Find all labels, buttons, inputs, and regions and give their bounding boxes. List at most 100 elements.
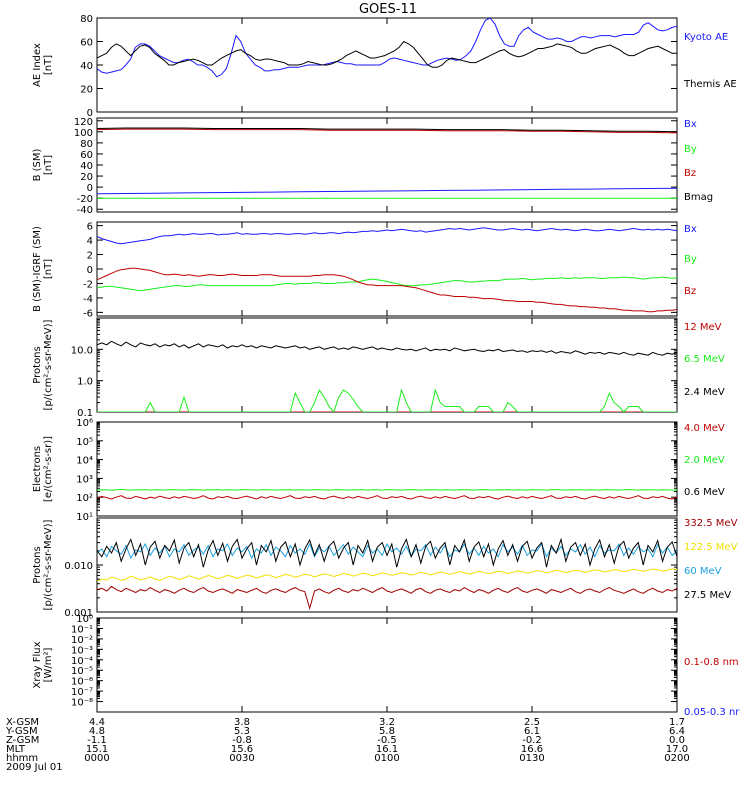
y-tick-label: 10⁻⁶	[71, 677, 93, 688]
y-tick-label: 10.0	[71, 345, 93, 356]
series-line-27-5-mev	[97, 537, 677, 568]
x-row-label: MLT	[6, 744, 26, 755]
y-tick-label: 2	[87, 251, 93, 262]
legend-entry: 122.5 MeV	[684, 542, 738, 553]
y-tick-label: 6	[87, 222, 93, 233]
y-tick-label: 120	[74, 117, 93, 128]
y-axis-label: Electrons[e/(cm²-s-sr)]	[32, 436, 54, 502]
y-axis-label-line: B (SM)-IGRF (SM)	[32, 226, 43, 312]
x-row-value: 6.1	[524, 726, 540, 737]
y-tick-label: 10⁰	[76, 614, 93, 625]
legend-entry: 27.5 MeV	[684, 590, 731, 601]
y-axis-label-line: [nT]	[43, 155, 54, 175]
x-row-value: 0100	[374, 753, 399, 764]
x-row-value: 1.7	[669, 717, 685, 728]
x-row-value: 0000	[84, 753, 109, 764]
legend-entry: 0.6 MeV	[684, 487, 725, 498]
y-axis-label: B (SM)-IGRF (SM)[nT]	[32, 226, 54, 312]
legend-entry: Bx	[684, 119, 697, 130]
series-line-bx	[97, 187, 677, 195]
y-tick-label: 0	[87, 183, 93, 194]
x-row-value: 0.0	[669, 735, 685, 746]
x-row-value: -0.8	[232, 735, 252, 746]
legend-entry: Bz	[684, 286, 696, 297]
series-line-themis-ae	[97, 40, 677, 68]
y-tick-label: 40	[80, 61, 93, 72]
y-tick-label: -4	[83, 294, 93, 305]
legend-entry: 0.05-0.3 nr	[684, 707, 740, 718]
panel-frame	[96, 17, 678, 113]
panel-frame	[96, 221, 678, 317]
y-tick-label: 60	[80, 38, 93, 49]
x-row-value: 3.2	[379, 717, 395, 728]
panel-6: 0.001 0.010 Protons[p/(cm²-s-sr-MeV)] 332.5…	[32, 517, 738, 619]
y-tick-label: 10³	[76, 474, 93, 485]
x-row-value: 17.0	[666, 744, 688, 755]
series-line-bmag	[97, 127, 677, 133]
series-line-2-4-mev	[97, 340, 677, 356]
legend-entry: 0.1-0.8 nm	[684, 657, 739, 668]
y-tick-label: -20	[77, 194, 93, 205]
y-tick-label: 40	[80, 161, 93, 172]
series-line-bz	[97, 128, 677, 134]
x-row-value: -1.1	[87, 735, 107, 746]
y-tick-label: 10⁻⁷	[71, 687, 93, 698]
legend-entry: Bz	[684, 168, 696, 179]
y-tick-label: 10⁻¹	[71, 624, 93, 635]
y-tick-label: 10⁻²	[71, 635, 93, 646]
x-row-label: hhmm	[6, 753, 38, 764]
series-line-122-5-mev	[97, 568, 677, 582]
x-row-value: 15.1	[86, 744, 108, 755]
y-axis-label-line: Electrons	[32, 446, 43, 492]
y-tick-label: -2	[83, 279, 93, 290]
panel-frame	[96, 617, 678, 713]
x-row-value: 0130	[519, 753, 544, 764]
panel-3: -6 -4 -2 0 2 4 6 B (SM)-IGRF (SM)[nT] Bx By Bz	[32, 221, 697, 319]
legend-entry: 12 MeV	[684, 322, 722, 333]
legend-entry: 60 MeV	[684, 566, 722, 577]
legend-entry: Themis AE	[683, 79, 737, 90]
y-tick-label: 10⁴	[76, 456, 93, 467]
x-row-value: 0030	[229, 753, 254, 764]
y-tick-label: 10²	[76, 493, 93, 504]
y-axis-label-line: [e/(cm²-s-sr)]	[43, 436, 54, 502]
legend-entry: By	[684, 144, 697, 155]
x-row-value: -0.5	[377, 735, 397, 746]
y-tick-label: 0	[87, 108, 93, 119]
x-row-value: 16.1	[376, 744, 398, 755]
x-row-value: 4.8	[89, 726, 105, 737]
x-row-value: 4.4	[89, 717, 105, 728]
x-row-value: 16.6	[521, 744, 543, 755]
panel-1: 0 20 40 60 80 AE Index[nT] Kyoto AE Themis AE	[32, 14, 737, 119]
y-axis-label-line: B (SM)	[32, 148, 43, 181]
y-tick-label: 10⁻⁴	[71, 656, 93, 667]
date-label: 2009 Jul 01	[6, 762, 63, 773]
legend-entry: 6.5 MeV	[684, 354, 725, 365]
x-axis-labels: X-GSM 4.4 3.8 3.2 2.5 1.7 Y-GSM 4.8 5.3 5.8 6.1 6.4…	[5, 717, 690, 773]
series-line-332-5-mev	[97, 585, 677, 611]
y-axis-label-line: AE Index	[32, 43, 43, 87]
y-tick-label: -6	[83, 308, 93, 319]
y-axis-label: AE Index[nT]	[32, 43, 54, 87]
y-tick-label: 60	[80, 150, 93, 161]
y-tick-label: 0.001	[64, 608, 93, 619]
x-row-label: Z-GSM	[6, 735, 39, 746]
y-tick-label: 0	[87, 265, 93, 276]
series-line-4-0-mev	[97, 495, 677, 500]
y-tick-label: 10⁵	[76, 437, 93, 448]
series-line-2-0-mev	[97, 488, 677, 491]
y-axis-label: B (SM)[nT]	[32, 148, 54, 181]
legend-entry: 2.0 MeV	[684, 455, 725, 466]
x-row-value: 15.6	[231, 744, 253, 755]
series-line-60-mev	[97, 542, 677, 560]
x-row-value: 3.8	[234, 717, 250, 728]
y-axis-label: Xray Flux[W/m²]	[32, 641, 54, 688]
legend-entry: Bmag	[684, 192, 713, 203]
y-axis-label-line: Protons	[32, 346, 43, 383]
y-axis-label-line: [nT]	[43, 55, 54, 75]
legend-entry: Bx	[684, 224, 697, 235]
